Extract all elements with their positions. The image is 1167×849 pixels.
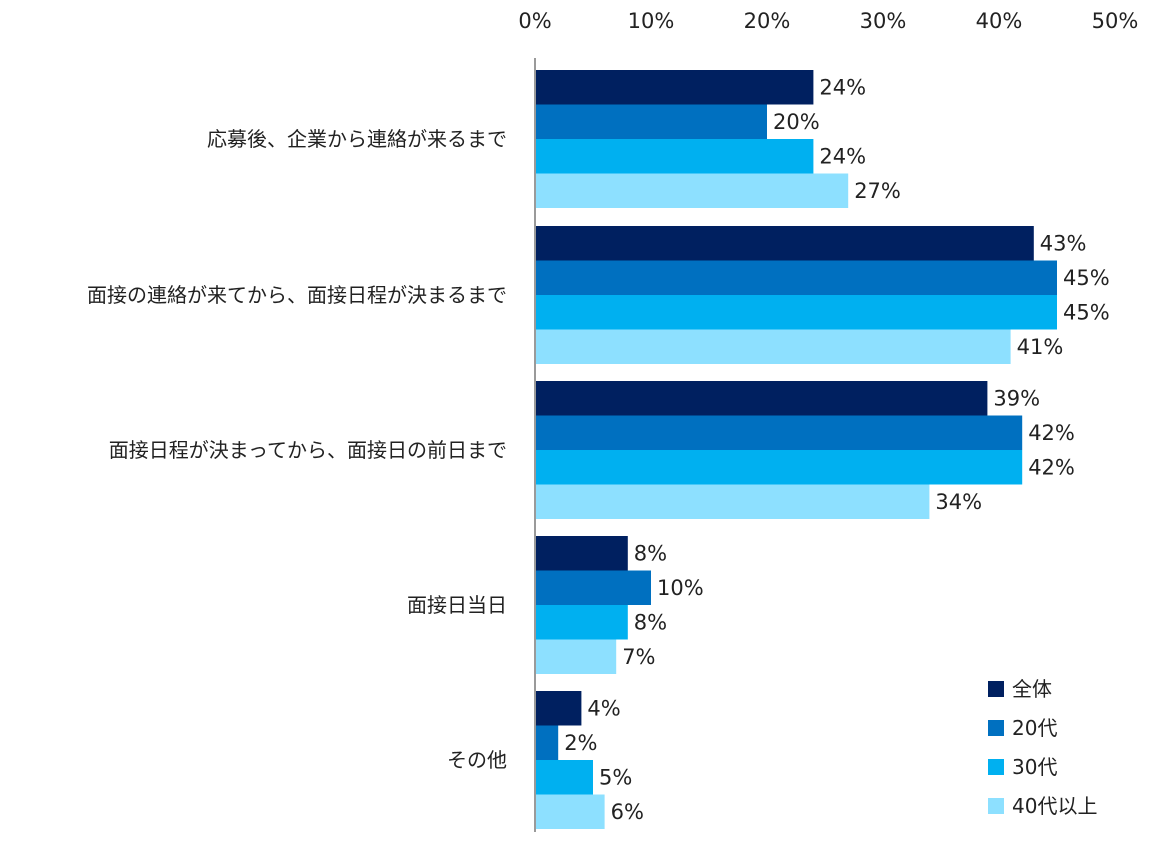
category-label: 面接の連絡が来てから、面接日程が決まるまで <box>87 283 507 307</box>
legend-swatch <box>988 720 1004 736</box>
data-label: 41% <box>1017 335 1064 359</box>
legend-label: 30代 <box>1012 755 1057 779</box>
data-label: 2% <box>564 731 597 755</box>
bar <box>535 536 628 571</box>
category-label: 面接日当日 <box>407 593 507 617</box>
bar <box>535 295 1057 330</box>
category-label: 応募後、企業から連絡が来るまで <box>207 127 507 151</box>
bar <box>535 381 988 416</box>
category-labels: 応募後、企業から連絡が来るまで面接の連絡が来てから、面接日程が決まるまで面接日程… <box>87 127 507 772</box>
bar <box>535 691 582 726</box>
bar <box>535 794 605 829</box>
x-tick-label: 40% <box>976 9 1023 33</box>
x-tick-label: 30% <box>860 9 907 33</box>
bar <box>535 639 617 674</box>
x-tick-label: 0% <box>518 9 551 33</box>
data-label: 4% <box>587 696 620 720</box>
bar <box>535 173 849 208</box>
x-tick-label: 20% <box>744 9 791 33</box>
legend-label: 20代 <box>1012 716 1057 740</box>
data-label: 24% <box>819 75 866 99</box>
category-label: その他 <box>447 748 507 772</box>
data-label: 34% <box>935 490 982 514</box>
data-label: 39% <box>993 386 1040 410</box>
bar <box>535 260 1057 295</box>
data-label: 8% <box>634 610 667 634</box>
legend-label: 40代以上 <box>1012 794 1097 818</box>
x-tick-label: 10% <box>628 9 675 33</box>
bar <box>535 139 814 174</box>
bar <box>535 104 767 139</box>
data-label: 10% <box>657 576 704 600</box>
data-label: 45% <box>1063 300 1110 324</box>
data-label: 27% <box>854 179 901 203</box>
data-label: 42% <box>1028 421 1075 445</box>
bar <box>535 760 593 795</box>
data-label: 24% <box>819 144 866 168</box>
x-tick-label: 50% <box>1092 9 1139 33</box>
bar <box>535 570 651 605</box>
bar <box>535 484 930 519</box>
bar <box>535 70 814 105</box>
bar <box>535 329 1011 364</box>
data-label: 43% <box>1040 231 1087 255</box>
category-label: 面接日程が決まってから、面接日の前日まで <box>109 438 507 462</box>
data-label: 5% <box>599 765 632 789</box>
bar <box>535 450 1023 485</box>
legend: 全体 20代 30代 40代以上 <box>988 677 1097 818</box>
data-label: 45% <box>1063 266 1110 290</box>
data-label: 8% <box>634 541 667 565</box>
data-label: 42% <box>1028 455 1075 479</box>
bar <box>535 226 1034 261</box>
legend-swatch <box>988 681 1004 697</box>
bar <box>535 725 559 760</box>
legend-label: 全体 <box>1012 677 1052 701</box>
legend-swatch <box>988 759 1004 775</box>
bar <box>535 415 1023 450</box>
data-label: 20% <box>773 110 820 134</box>
x-axis-ticks: 0% 10% 20% 30% 40% 50% <box>518 9 1138 33</box>
bar <box>535 605 628 640</box>
data-label: 7% <box>622 645 655 669</box>
legend-swatch <box>988 798 1004 814</box>
bars: 24% 20% 24% 27% 43% 45% 45% 41% 39% 42% 42% 34% 8% 10… <box>535 70 1110 829</box>
data-label: 6% <box>611 800 644 824</box>
